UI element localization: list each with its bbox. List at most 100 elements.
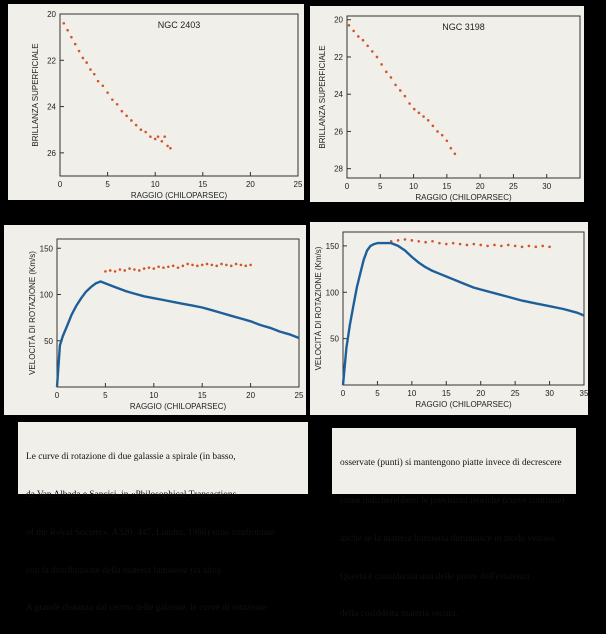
x-tick-label: 5 bbox=[378, 182, 383, 191]
caption-line: A grande distanza dal centro delle galas… bbox=[26, 603, 267, 614]
chart-ngc2403: 0 5 10 15 20 25 20 22 24 26 RAGGIO (CHILOPARSEC) BR… bbox=[31, 10, 303, 200]
data-point bbox=[101, 84, 105, 88]
observed-point bbox=[541, 244, 544, 248]
y-axis-label: BRILLANZA SUPERFICIALE bbox=[31, 43, 40, 146]
observed-point bbox=[424, 240, 427, 244]
data-point bbox=[366, 44, 369, 48]
observed-point bbox=[171, 264, 175, 268]
caption-line: da Van Albada e Sancisi, in «Philosophic… bbox=[26, 489, 237, 500]
x-tick-label: 15 bbox=[442, 389, 451, 398]
data-point bbox=[73, 42, 77, 46]
observed-point bbox=[244, 264, 248, 268]
chart-panel-ngc3198: 0 5 10 15 20 25 30 20 22 24 26 28 RAGGIO (CHILOPARSE… bbox=[310, 6, 584, 202]
observed-point bbox=[137, 269, 141, 272]
chart-panel-rotation-ngc2403: 0 5 10 15 20 25 50 100 150 RAGGIO (CHILOPARSEC) VE… bbox=[4, 225, 306, 415]
x-tick-label: 20 bbox=[246, 180, 255, 189]
data-point bbox=[445, 139, 449, 143]
x-tick-label: 35 bbox=[580, 389, 588, 398]
caption-line: Questa è considerata una delle prove del… bbox=[340, 571, 530, 582]
observed-point bbox=[113, 270, 117, 273]
data-point bbox=[398, 89, 402, 92]
y-tick-label: 26 bbox=[47, 149, 56, 158]
data-point bbox=[125, 114, 128, 118]
data-point bbox=[417, 111, 421, 115]
observed-point bbox=[142, 267, 146, 270]
x-tick-label: 30 bbox=[545, 389, 554, 398]
y-axis-label: VELOCITÀ DI ROTAZIONE (Km/s) bbox=[314, 246, 323, 370]
x-tick-label: 30 bbox=[542, 182, 551, 191]
data-point bbox=[449, 146, 453, 150]
plot-frame bbox=[59, 13, 299, 177]
data-point bbox=[149, 135, 152, 138]
y-axis-label: BRILLANZA SUPERFICIALE bbox=[318, 45, 327, 148]
x-tick-label: 10 bbox=[409, 182, 418, 191]
y-axis-label: VELOCITÀ DI ROTAZIONE (Km/s) bbox=[28, 251, 37, 375]
x-tick-label: 0 bbox=[58, 180, 63, 189]
observed-point bbox=[167, 265, 170, 269]
data-point bbox=[422, 115, 425, 118]
observed-point bbox=[181, 264, 185, 268]
observed-point bbox=[196, 264, 199, 268]
caption-line: Le curve di rotazione di due galassie a … bbox=[26, 452, 236, 463]
x-tick-label: 5 bbox=[103, 391, 108, 400]
x-tick-label: 15 bbox=[198, 391, 207, 400]
observed-point bbox=[506, 243, 510, 247]
caption-line: anche se la materia luminosa diminuisce … bbox=[340, 533, 557, 544]
y-tick-label: 26 bbox=[334, 127, 343, 136]
observed-point bbox=[108, 269, 112, 272]
observed-point bbox=[410, 239, 414, 242]
y-tick-label: 150 bbox=[40, 244, 54, 253]
chart-panel-rotation-ngc3198: 0 5 10 15 20 25 30 35 50 100 150 RAGGIO (CHILOPARSE… bbox=[310, 222, 588, 415]
chart-rotation-ngc3198: 0 5 10 15 20 25 30 35 50 100 150 RAGGIO (CHILOPARSE… bbox=[314, 231, 588, 409]
y-tick-label: 20 bbox=[47, 10, 56, 19]
observed-point bbox=[210, 263, 214, 267]
y-tick-label: 28 bbox=[334, 165, 343, 174]
x-tick-label: 15 bbox=[198, 180, 207, 189]
observed-point bbox=[513, 244, 517, 248]
observed-point bbox=[417, 239, 421, 243]
data-point bbox=[412, 107, 416, 111]
observed-point bbox=[465, 243, 469, 247]
data-point bbox=[169, 146, 172, 150]
caption-line: della cosiddetta materia oscura. bbox=[340, 609, 459, 620]
caption-left: Le curve di rotazione di due galassie a … bbox=[18, 422, 308, 613]
data-point bbox=[115, 102, 119, 106]
observed-point bbox=[239, 263, 243, 267]
data-point bbox=[166, 144, 169, 148]
observed-point bbox=[104, 270, 107, 273]
observed-point bbox=[396, 239, 400, 242]
observed-point bbox=[123, 269, 127, 272]
data-point bbox=[111, 98, 114, 101]
data-point bbox=[403, 94, 407, 98]
data-point bbox=[361, 38, 365, 42]
y-tick-label: 100 bbox=[40, 291, 54, 300]
data-point bbox=[144, 130, 147, 134]
y-tick-label: 100 bbox=[326, 288, 340, 297]
predicted-curve bbox=[55, 280, 300, 388]
x-tick-label: 5 bbox=[375, 389, 380, 398]
caption-line: osservate (punti) si mantengono piatte i… bbox=[340, 458, 562, 469]
data-point bbox=[370, 50, 374, 53]
data-point bbox=[77, 49, 81, 53]
data-point bbox=[134, 123, 138, 127]
observed-point bbox=[225, 263, 228, 267]
plot-frame bbox=[346, 15, 581, 179]
chart-title: NGC 3198 bbox=[442, 22, 485, 32]
observed-point bbox=[152, 267, 156, 270]
observed-point bbox=[147, 266, 151, 269]
x-tick-label: 0 bbox=[345, 182, 350, 191]
data-point bbox=[380, 63, 383, 66]
x-tick-label: 20 bbox=[476, 182, 485, 191]
x-tick-label: 25 bbox=[295, 391, 304, 400]
observed-point bbox=[176, 266, 180, 269]
caption-line: con la distribuzione della materia lumin… bbox=[26, 565, 223, 576]
plot-frame bbox=[342, 231, 585, 386]
observed-point bbox=[458, 242, 462, 246]
x-axis-label: RAGGIO (CHILOPARSEC) bbox=[415, 193, 512, 202]
x-tick-label: 0 bbox=[341, 389, 346, 398]
observed-point bbox=[215, 264, 219, 268]
y-tick-label: 50 bbox=[44, 337, 53, 346]
observed-point bbox=[527, 244, 531, 248]
data-point bbox=[92, 72, 96, 76]
data-point bbox=[453, 152, 457, 156]
